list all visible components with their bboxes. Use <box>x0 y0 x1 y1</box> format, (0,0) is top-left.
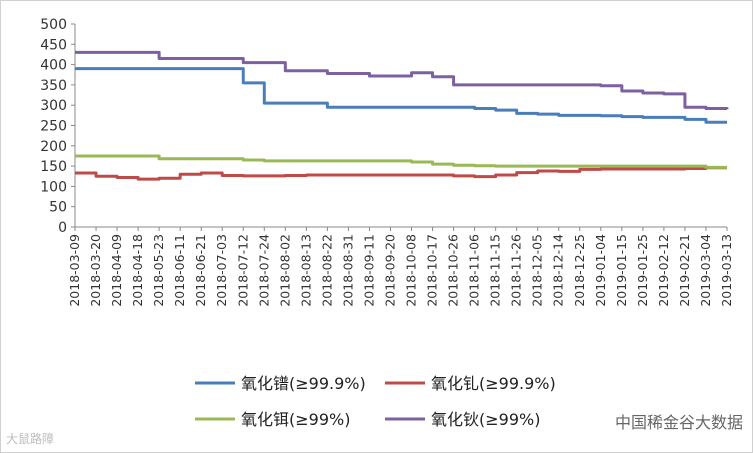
x-tick-label: 2018-06-21 <box>193 234 208 307</box>
x-tick-label: 2018-08-13 <box>298 234 313 307</box>
legend: 氧化镨(≥99.9%) 氧化钆(≥99.9%) 氧化铒(≥99%) 氧化钬(≥99%) <box>195 374 556 429</box>
y-tick-label: 500 <box>40 17 67 33</box>
x-tick-label: 2018-12-14 <box>551 234 566 307</box>
y-tick-label: 250 <box>40 119 67 135</box>
y-tick-label: 50 <box>49 200 67 216</box>
x-tick-label: 2018-04-09 <box>109 234 124 307</box>
x-tick-label: 2018-05-23 <box>151 234 166 307</box>
x-tick-label: 2018-12-05 <box>530 234 545 307</box>
legend-label: 氧化钆(≥99.9%) <box>431 374 556 393</box>
y-tick-label: 150 <box>40 159 67 175</box>
series-layer <box>75 50 729 181</box>
legend-label: 氧化镨(≥99.9%) <box>241 374 366 393</box>
x-tick-label: 2019-02-12 <box>656 234 671 307</box>
x-tick-label: 2018-11-15 <box>488 234 503 307</box>
y-tick-label: 300 <box>40 98 67 114</box>
series-line <box>75 67 727 124</box>
x-tick-label: 2018-08-22 <box>319 234 334 307</box>
x-tick-label: 2019-01-15 <box>614 234 629 307</box>
x-tick-label: 2019-03-04 <box>698 234 713 307</box>
y-tick-label: 200 <box>40 139 67 155</box>
watermark-right: 中国稀金谷大数据 <box>614 413 743 432</box>
y-tick-label: 100 <box>40 179 67 195</box>
x-tick-label: 2018-11-06 <box>467 234 482 307</box>
x-tick-label: 2018-10-26 <box>446 234 461 307</box>
x-tick-label: 2018-03-09 <box>67 234 82 307</box>
x-tick-label: 2018-07-03 <box>214 234 229 307</box>
x-tick-label: 2018-12-25 <box>572 234 587 307</box>
y-axis: 0 50 100 150 200 250 300 350 400 450 500 <box>40 17 76 236</box>
x-tick-label: 2018-09-11 <box>361 234 376 307</box>
x-tick-label: 2018-07-24 <box>256 234 271 307</box>
x-axis: 2018-03-09 2018-03-20 2018-04-09 2018-04-18… <box>67 226 734 307</box>
x-tick-label: 2019-03-13 <box>719 234 734 307</box>
x-tick-label: 2018-08-02 <box>277 234 292 307</box>
x-tick-label: 2018-06-11 <box>172 234 187 307</box>
y-tick-label: 450 <box>40 37 67 53</box>
x-tick-label: 2018-03-20 <box>88 234 103 307</box>
y-tick-label: 400 <box>40 58 67 74</box>
x-tick-label: 2019-01-25 <box>635 234 650 307</box>
x-tick-label: 2019-01-04 <box>593 234 608 307</box>
y-tick-label: 0 <box>58 220 67 236</box>
x-tick-label: 2018-11-26 <box>509 234 524 307</box>
series-line <box>75 50 729 110</box>
x-tick-label: 2018-09-20 <box>382 234 397 307</box>
x-tick-label: 2018-07-12 <box>235 234 250 307</box>
legend-label: 氧化钬(≥99%) <box>431 410 540 429</box>
x-tick-label: 2018-10-17 <box>425 234 440 307</box>
x-tick-label: 2018-04-18 <box>130 234 145 307</box>
watermark-left: 大鼠路障 <box>6 432 55 446</box>
legend-label: 氧化铒(≥99%) <box>241 410 350 429</box>
x-tick-label: 2018-08-31 <box>340 234 355 307</box>
x-tick-label: 2018-10-08 <box>404 234 419 307</box>
series-line <box>75 154 727 169</box>
y-tick-label: 350 <box>40 78 67 94</box>
x-tick-label: 2019-02-21 <box>677 234 692 307</box>
series-line <box>75 166 727 181</box>
